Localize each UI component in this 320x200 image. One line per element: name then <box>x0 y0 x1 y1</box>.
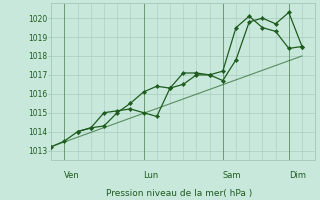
Text: Pression niveau de la mer( hPa ): Pression niveau de la mer( hPa ) <box>106 189 252 198</box>
Text: Sam: Sam <box>223 171 241 180</box>
Text: Dim: Dim <box>289 171 306 180</box>
Text: Lun: Lun <box>144 171 159 180</box>
Text: Ven: Ven <box>64 171 80 180</box>
